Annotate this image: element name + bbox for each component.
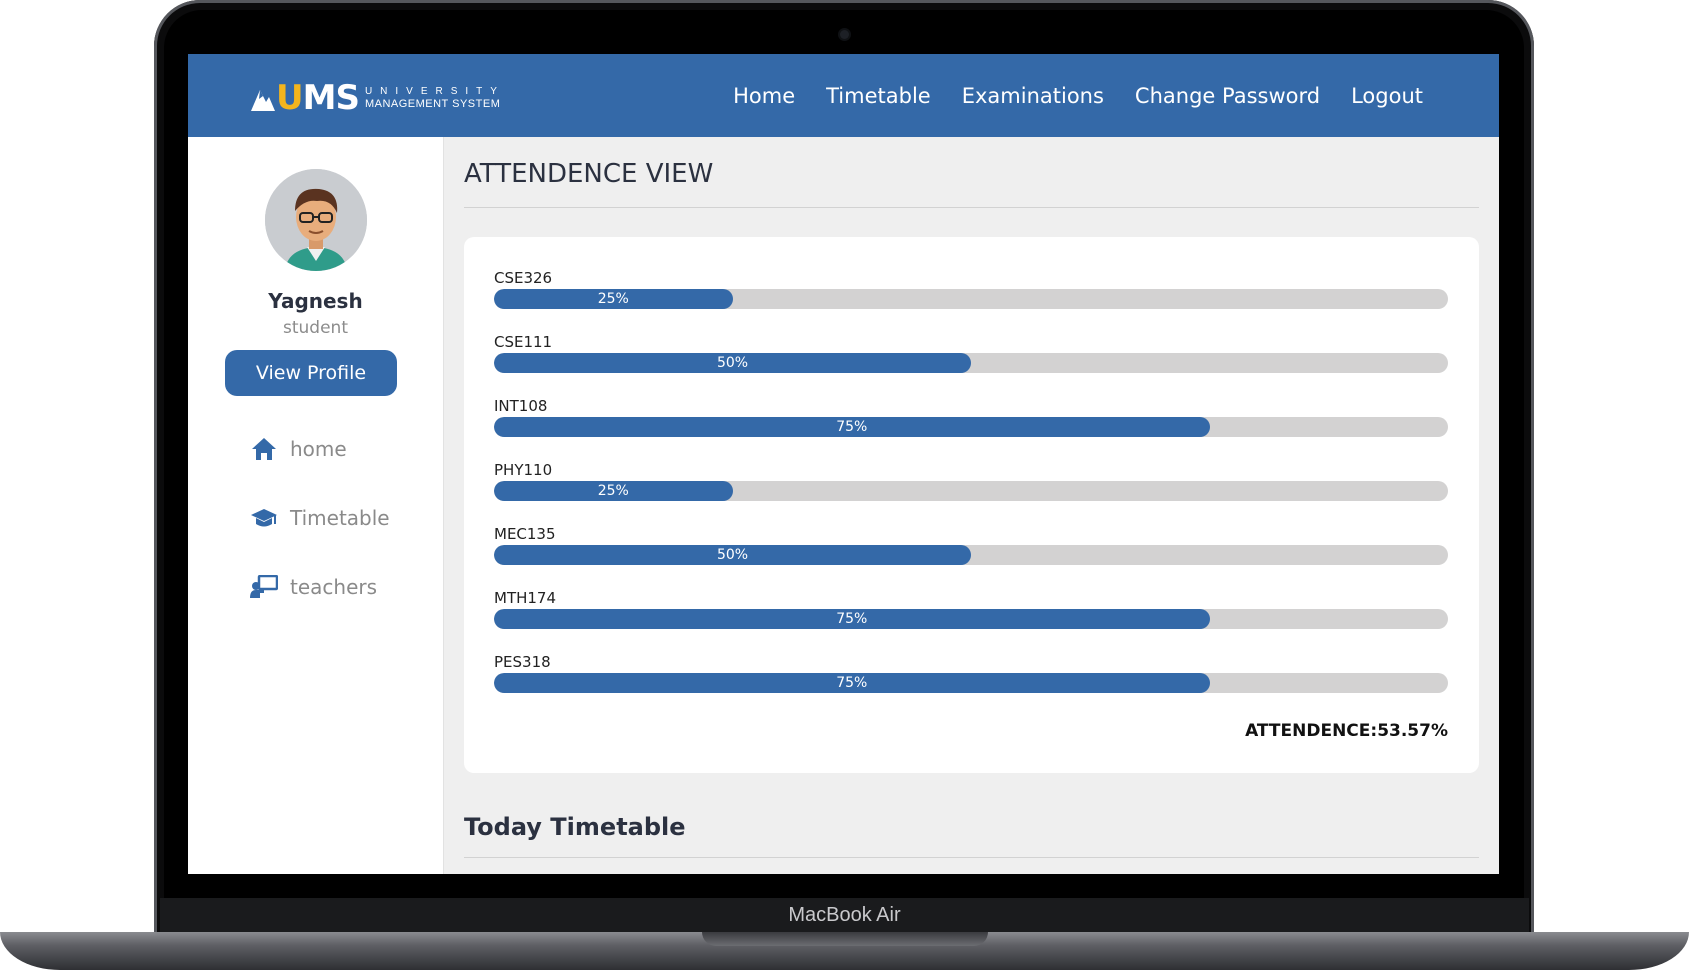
attendance-progress-bar: 25% — [494, 289, 1448, 309]
attendance-progress-fill: 50% — [494, 353, 971, 373]
attendance-progress-fill: 25% — [494, 481, 733, 501]
nav-change-password[interactable]: Change Password — [1134, 83, 1321, 108]
attendance-progress-bar: 50% — [494, 353, 1448, 373]
sidebar-item-label: teachers — [290, 575, 378, 599]
ums-logo[interactable]: UMS UNIVERSITY MANAGEMENT SYSTEM — [250, 80, 505, 116]
course-code: CSE326 — [494, 269, 553, 287]
title-divider — [464, 207, 1479, 208]
sidebar-item-teachers[interactable]: teachers — [250, 573, 377, 601]
main-content: ATTENDENCE VIEW CSE326 25% CSE111 50% INT108… — [444, 137, 1499, 874]
course-code: MEC135 — [494, 525, 556, 543]
attendance-progress-bar: 75% — [494, 673, 1448, 693]
logo-line-2: MANAGEMENT SYSTEM — [364, 98, 501, 110]
user-role: student — [283, 318, 348, 338]
logo-mark: UMS — [250, 81, 360, 115]
attendance-progress-fill: 50% — [494, 545, 971, 565]
timetable-divider — [464, 857, 1479, 858]
laptop-chin — [160, 898, 1529, 932]
laptop-notch — [702, 932, 988, 946]
device-label: MacBook Air — [788, 904, 901, 926]
view-profile-button[interactable]: View Profile — [225, 350, 397, 396]
nav-logout[interactable]: Logout — [1351, 83, 1423, 108]
sidebar-item-timetable[interactable]: Timetable — [250, 504, 390, 532]
attendance-progress-bar: 50% — [494, 545, 1448, 565]
attendance-progress-bar: 75% — [494, 609, 1448, 629]
course-code: INT108 — [494, 397, 548, 415]
attendance-progress-bar: 25% — [494, 481, 1448, 501]
user-name: Yagnesh — [268, 289, 363, 313]
app-header: UMS UNIVERSITY MANAGEMENT SYSTEM Home Ti… — [188, 54, 1499, 137]
course-code: MTH174 — [494, 589, 557, 607]
attendance-card: CSE326 25% CSE111 50% INT108 75% PHY110 25% MEC1… — [464, 237, 1479, 773]
logo-line-1: UNIVERSITY — [364, 86, 505, 97]
sidebar-item-home[interactable]: home — [250, 435, 347, 463]
nav-examinations[interactable]: Examinations — [961, 83, 1104, 108]
course-code: PHY110 — [494, 461, 553, 479]
teacher-board-icon — [250, 573, 278, 601]
attendance-progress-fill: 75% — [494, 417, 1210, 437]
sidebar-item-label: home — [290, 437, 347, 461]
avatar-person-icon — [265, 169, 367, 271]
nav-timetable[interactable]: Timetable — [826, 83, 931, 108]
sidebar-item-label: Timetable — [290, 506, 390, 530]
today-timetable-title: Today Timetable — [464, 813, 686, 841]
attendance-title: ATTENDENCE VIEW — [464, 159, 714, 189]
avatar — [265, 169, 367, 271]
attendance-total: ATTENDENCE:53.57% — [1245, 721, 1448, 741]
camera-icon — [840, 30, 849, 39]
screen: UMS UNIVERSITY MANAGEMENT SYSTEM Home Ti… — [188, 54, 1499, 874]
home-icon — [250, 435, 278, 463]
logo-peak-icon — [251, 90, 275, 111]
course-code: CSE111 — [494, 333, 553, 351]
attendance-progress-fill: 25% — [494, 289, 733, 309]
attendance-progress-fill: 75% — [494, 609, 1210, 629]
sidebar: Yagnesh student View Profile home Timeta… — [188, 137, 444, 874]
top-nav: Home Timetable Examinations Change Passw… — [733, 54, 1423, 137]
course-code: PES318 — [494, 653, 551, 671]
attendance-progress-fill: 75% — [494, 673, 1210, 693]
attendance-progress-bar: 75% — [494, 417, 1448, 437]
logo-text: UNIVERSITY MANAGEMENT SYSTEM — [365, 86, 505, 110]
graduation-cap-icon — [250, 504, 278, 532]
nav-home[interactable]: Home — [733, 83, 796, 108]
